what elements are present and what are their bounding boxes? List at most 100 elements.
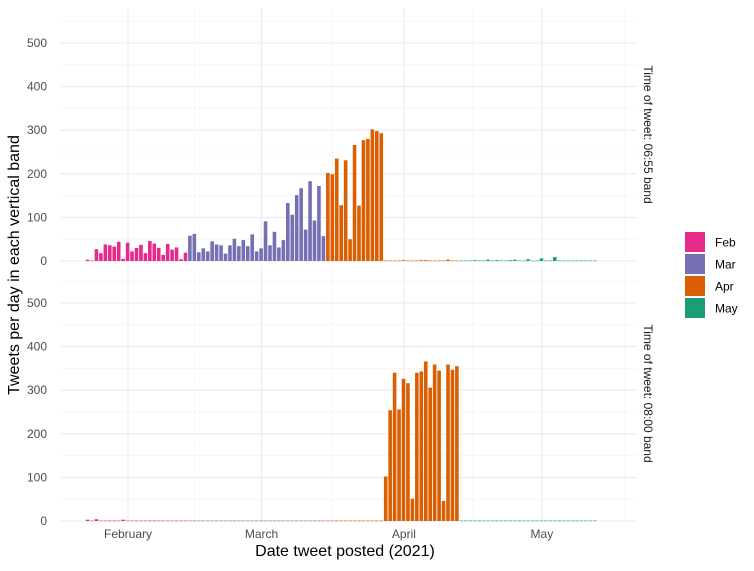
bar-apr — [326, 172, 330, 261]
bar-feb — [134, 247, 139, 261]
bar-apr — [392, 260, 397, 262]
bar-may — [570, 260, 575, 262]
x-tick-label: May — [531, 527, 554, 541]
bar-may — [593, 520, 597, 522]
bars — [85, 129, 597, 262]
bar-feb — [170, 520, 174, 522]
bar-may — [588, 260, 593, 262]
bar-apr — [397, 260, 401, 262]
bar-apr — [383, 260, 388, 262]
bar-apr — [428, 260, 432, 262]
bar-mar — [228, 245, 232, 261]
bar-feb — [112, 246, 117, 261]
bar-may — [584, 260, 588, 262]
bar-mar — [223, 253, 228, 261]
y-tick-label: 0 — [40, 254, 47, 268]
legend-key-mar — [685, 254, 705, 274]
bar-feb — [148, 240, 152, 261]
bar-feb — [130, 520, 134, 522]
bar-mar — [197, 252, 201, 261]
bar-feb — [161, 254, 165, 261]
bar-may — [504, 520, 508, 522]
bar-feb — [148, 520, 152, 522]
bar-may — [517, 260, 521, 262]
bar-feb — [152, 243, 157, 261]
bar-apr — [361, 520, 366, 522]
bar-apr — [415, 372, 419, 521]
bar-mar — [214, 244, 219, 261]
bar-mar — [303, 229, 308, 261]
bar-apr — [357, 520, 361, 522]
bar-feb — [116, 520, 121, 522]
x-tick-label: March — [245, 527, 278, 541]
bar-apr — [366, 520, 370, 522]
bar-mar — [245, 246, 250, 261]
bar-feb — [170, 249, 174, 261]
bar-may — [481, 520, 486, 522]
legend-label-apr: Apr — [715, 280, 734, 294]
bar-may — [464, 520, 468, 522]
bar-apr — [383, 476, 388, 521]
bar-feb — [85, 519, 90, 521]
bar-apr — [415, 260, 419, 262]
bar-feb — [85, 259, 90, 261]
bar-may — [553, 520, 557, 522]
bar-may — [579, 520, 584, 522]
bar-apr — [339, 205, 343, 261]
bar-mar — [237, 246, 241, 261]
bar-may — [477, 260, 481, 262]
bar-apr — [401, 378, 406, 521]
x-tick-label: February — [104, 527, 152, 541]
y-tick-label: 300 — [27, 123, 47, 137]
bar-apr — [397, 409, 401, 521]
bar-may — [570, 520, 575, 522]
bar-may — [566, 520, 570, 522]
bar-may — [535, 260, 539, 262]
bar-feb — [125, 520, 130, 522]
y-tick-label: 0 — [40, 514, 47, 528]
bar-may — [544, 260, 548, 262]
bar-feb — [183, 520, 188, 522]
bar-feb — [139, 520, 143, 522]
bar-may — [490, 260, 495, 262]
bar-mar — [294, 195, 299, 261]
bars — [85, 361, 597, 522]
bar-mar — [254, 520, 259, 522]
bar-apr — [428, 387, 432, 521]
bar-apr — [419, 260, 424, 261]
bar-apr — [388, 410, 392, 521]
y-tick-label: 500 — [27, 36, 47, 50]
bar-feb — [130, 251, 134, 261]
facet-strip-label: Time of tweet: 08:00 band — [641, 324, 655, 462]
bar-mar — [232, 520, 237, 522]
y-tick-label: 300 — [27, 383, 47, 397]
bar-may — [468, 260, 473, 262]
bar-mar — [250, 520, 254, 522]
bar-may — [486, 520, 490, 522]
bar-may — [481, 260, 486, 262]
bar-apr — [437, 260, 441, 262]
bar-mar — [290, 520, 295, 522]
bar-feb — [125, 242, 130, 261]
bar-mar — [286, 203, 290, 261]
bar-mar — [205, 251, 210, 261]
bar-apr — [343, 520, 348, 522]
bar-mar — [272, 520, 277, 522]
bar-apr — [348, 520, 352, 522]
bar-feb — [179, 259, 183, 261]
bar-may — [584, 520, 588, 522]
bar-feb — [174, 247, 179, 261]
bar-apr — [419, 371, 424, 521]
bar-mar — [223, 520, 228, 522]
bar-may — [512, 520, 517, 522]
bar-mar — [312, 520, 317, 522]
bar-mar — [205, 520, 210, 522]
bar-feb — [94, 519, 99, 521]
grid — [60, 8, 637, 262]
bar-apr — [352, 145, 357, 261]
bar-feb — [174, 520, 179, 522]
bar-may — [535, 520, 539, 522]
bar-apr — [446, 259, 450, 261]
bar-apr — [334, 158, 339, 261]
